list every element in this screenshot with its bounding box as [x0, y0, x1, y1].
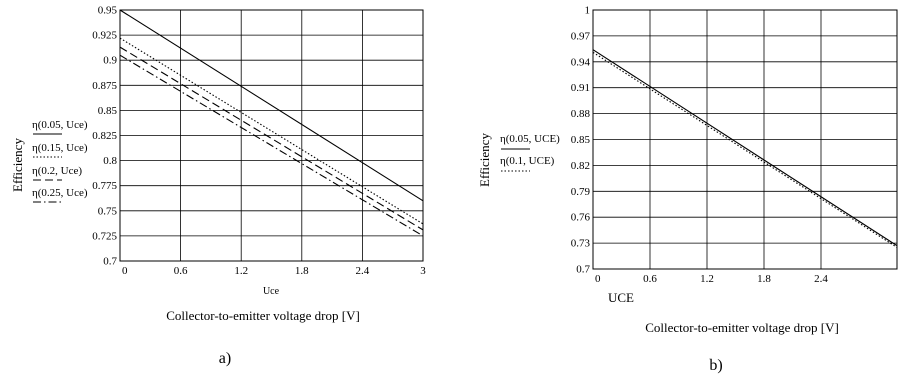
chart-a-x-ticks: 0 0.6 1.2 1.8 2.4 3 [122, 265, 426, 277]
y-tick-label: 0.91 [571, 82, 590, 94]
chart-a-grid [119, 9, 424, 262]
y-tick-label: 0.925 [92, 30, 117, 42]
chart-b-x-ticks: 0 0.6 1.2 1.8 2.4 [595, 273, 828, 285]
chart-b-series [592, 49, 898, 248]
y-tick-label: 0.85 [98, 105, 118, 117]
legend-item: η(0.2, Uce) [32, 165, 82, 181]
x-tick-label: 0 [595, 273, 601, 285]
y-tick-label: 0.95 [98, 5, 118, 17]
chart-b-y-ticks: 0.7 0.73 0.76 0.79 0.82 0.85 0.88 0.91 0.94 0.97 1 [571, 5, 591, 276]
x-tick-label: 0 [122, 265, 128, 277]
chart-a-series [119, 9, 424, 237]
x-tick-label: 1.8 [757, 273, 771, 285]
series-line-solid [592, 49, 898, 247]
y-tick-label: 0.82 [571, 160, 590, 172]
legend-label: η(0.25, Uce) [32, 187, 88, 199]
legend-label: η(0.1, UCE) [500, 155, 555, 167]
chart-b-plot-frame [592, 9, 898, 270]
chart-a-plot-frame [119, 9, 424, 262]
x-tick-label: 1.8 [295, 265, 309, 277]
chart-b: 0.7 0.73 0.76 0.79 0.82 0.85 0.88 0.91 0.94 0.97 1… [477, 5, 898, 374]
y-tick-label: 0.8 [103, 155, 117, 167]
legend-item: η(0.25, Uce) [32, 187, 88, 203]
legend-label: η(0.05, Uce) [32, 119, 88, 131]
chart-b-grid [592, 9, 897, 270]
y-tick-label: 0.775 [92, 180, 117, 192]
x-tick-label: 1.2 [700, 273, 714, 285]
x-tick-label: 2.4 [814, 273, 828, 285]
chart-a: 0.7 0.725 0.75 0.775 0.8 0.825 0.85 0.875 0.9 0.9… [10, 5, 426, 368]
x-tick-label: 3 [420, 265, 426, 277]
legend-item: η(0.05, UCE) [500, 133, 560, 150]
y-tick-label: 0.76 [571, 212, 591, 224]
y-tick-label: 0.94 [571, 56, 591, 68]
x-tick-label: 0.6 [174, 265, 188, 277]
legend-label: η(0.15, Uce) [32, 142, 88, 154]
chart-a-panel-label: a) [219, 350, 231, 367]
series-line-solid [119, 9, 424, 202]
y-tick-label: 0.825 [92, 130, 117, 142]
y-tick-label: 0.875 [92, 80, 117, 92]
series-line-dashdot [119, 54, 424, 237]
y-tick-label: 1 [585, 5, 591, 17]
y-tick-label: 0.73 [571, 238, 591, 250]
chart-b-x-axis-label: Collector-to-emitter voltage drop [V] [645, 320, 839, 335]
chart-b-x-var-label: UCE [608, 290, 634, 305]
chart-a-x-var-label: Uce [263, 286, 280, 297]
legend-item: η(0.1, UCE) [500, 155, 555, 172]
y-tick-label: 0.7 [103, 256, 117, 268]
series-line-dotted [119, 37, 424, 225]
y-tick-label: 0.7 [576, 264, 590, 276]
y-tick-label: 0.725 [92, 230, 117, 242]
chart-a-x-axis-label: Collector-to-emitter voltage drop [V] [166, 308, 360, 323]
legend-item: η(0.05, Uce) [32, 119, 88, 135]
chart-b-panel-label: b) [709, 357, 722, 374]
legend-label: η(0.2, Uce) [32, 165, 82, 177]
chart-a-y-axis-label: Efficiency [10, 138, 25, 192]
y-tick-label: 0.97 [571, 30, 591, 42]
chart-a-legend: η(0.05, Uce) η(0.15, Uce) η(0.2, Uce) η(… [32, 119, 88, 203]
x-tick-label: 0.6 [643, 273, 657, 285]
chart-a-y-ticks: 0.7 0.725 0.75 0.775 0.8 0.825 0.85 0.875 0.9 0.9… [92, 5, 117, 268]
y-tick-label: 0.79 [571, 186, 591, 198]
chart-b-legend: η(0.05, UCE) η(0.1, UCE) [500, 133, 560, 172]
legend-item: η(0.15, Uce) [32, 142, 88, 158]
x-tick-label: 2.4 [356, 265, 370, 277]
series-line-dotted [592, 51, 898, 248]
y-tick-label: 0.75 [98, 205, 118, 217]
x-tick-label: 1.2 [234, 265, 248, 277]
series-line-dashed [119, 46, 424, 231]
y-tick-label: 0.88 [571, 108, 591, 120]
legend-label: η(0.05, UCE) [500, 133, 560, 145]
chart-b-y-axis-label: Efficiency [477, 133, 492, 187]
y-tick-label: 0.85 [571, 134, 591, 146]
y-tick-label: 0.9 [103, 55, 117, 67]
